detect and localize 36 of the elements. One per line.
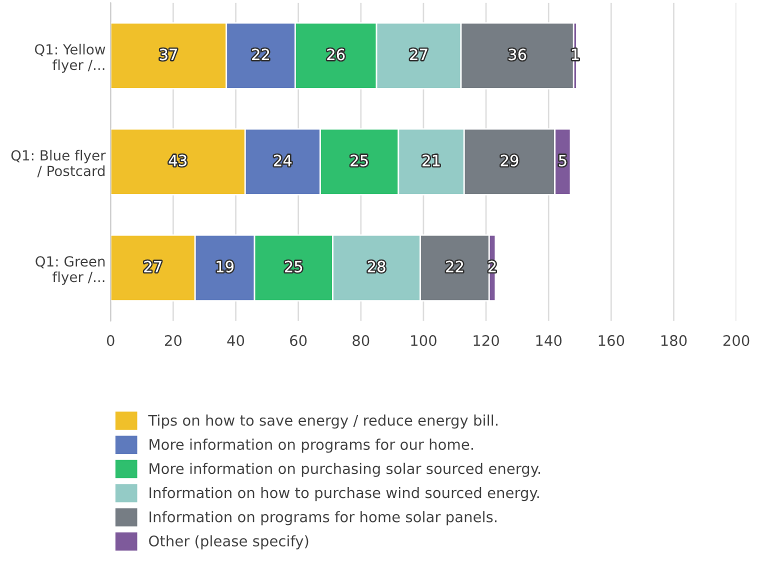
data-label: 22 bbox=[252, 48, 269, 60]
data-label: 36 bbox=[508, 48, 526, 60]
x-tick-label: 100 bbox=[411, 335, 436, 346]
data-label: 22 bbox=[446, 260, 463, 272]
x-tick-label: 160 bbox=[598, 335, 624, 346]
data-label: 24 bbox=[274, 154, 292, 166]
x-tick-label: 180 bbox=[661, 335, 687, 346]
legend-label: Other (please specify) bbox=[149, 535, 308, 550]
data-label: 29 bbox=[500, 154, 518, 166]
x-tick-label: 120 bbox=[474, 335, 499, 346]
y-tick-label: Q1: Green flyer /... bbox=[36, 256, 105, 285]
data-label: 5 bbox=[558, 154, 566, 166]
data-label: 25 bbox=[285, 260, 302, 272]
data-label: 21 bbox=[422, 154, 440, 166]
data-label: 27 bbox=[144, 260, 162, 272]
x-tick-label: 0 bbox=[106, 335, 114, 346]
data-label: 28 bbox=[368, 260, 386, 272]
x-tick-label: 60 bbox=[290, 335, 307, 346]
data-label: 26 bbox=[327, 48, 345, 60]
legend-label: Information on how to purchase wind sourced energy. bbox=[150, 486, 539, 502]
data-label: 37 bbox=[160, 48, 177, 60]
data-label: 25 bbox=[350, 154, 368, 166]
x-tick-label: 140 bbox=[536, 335, 562, 346]
y-tick-label: Q1: Yellow flyer /... bbox=[34, 44, 106, 73]
y-tick-label: Q1: Blue flyer / Postcard bbox=[11, 150, 106, 178]
legend-label: Information on programs for home solar panels. bbox=[150, 511, 496, 526]
legend-label: More information on purchasing solar sourced energy. bbox=[150, 462, 540, 477]
x-tick-label: 20 bbox=[164, 335, 182, 346]
data-label: 19 bbox=[216, 260, 234, 272]
legend-label: More information on programs for our home. bbox=[150, 438, 473, 453]
x-tick-label: 200 bbox=[723, 335, 750, 346]
data-label: 43 bbox=[168, 154, 186, 166]
x-tick-label: 40 bbox=[227, 335, 244, 346]
x-tick-label: 80 bbox=[352, 335, 370, 346]
legend-label: Tips on how to save energy / reduce energy bill. bbox=[148, 414, 498, 429]
data-label: 27 bbox=[410, 48, 428, 60]
